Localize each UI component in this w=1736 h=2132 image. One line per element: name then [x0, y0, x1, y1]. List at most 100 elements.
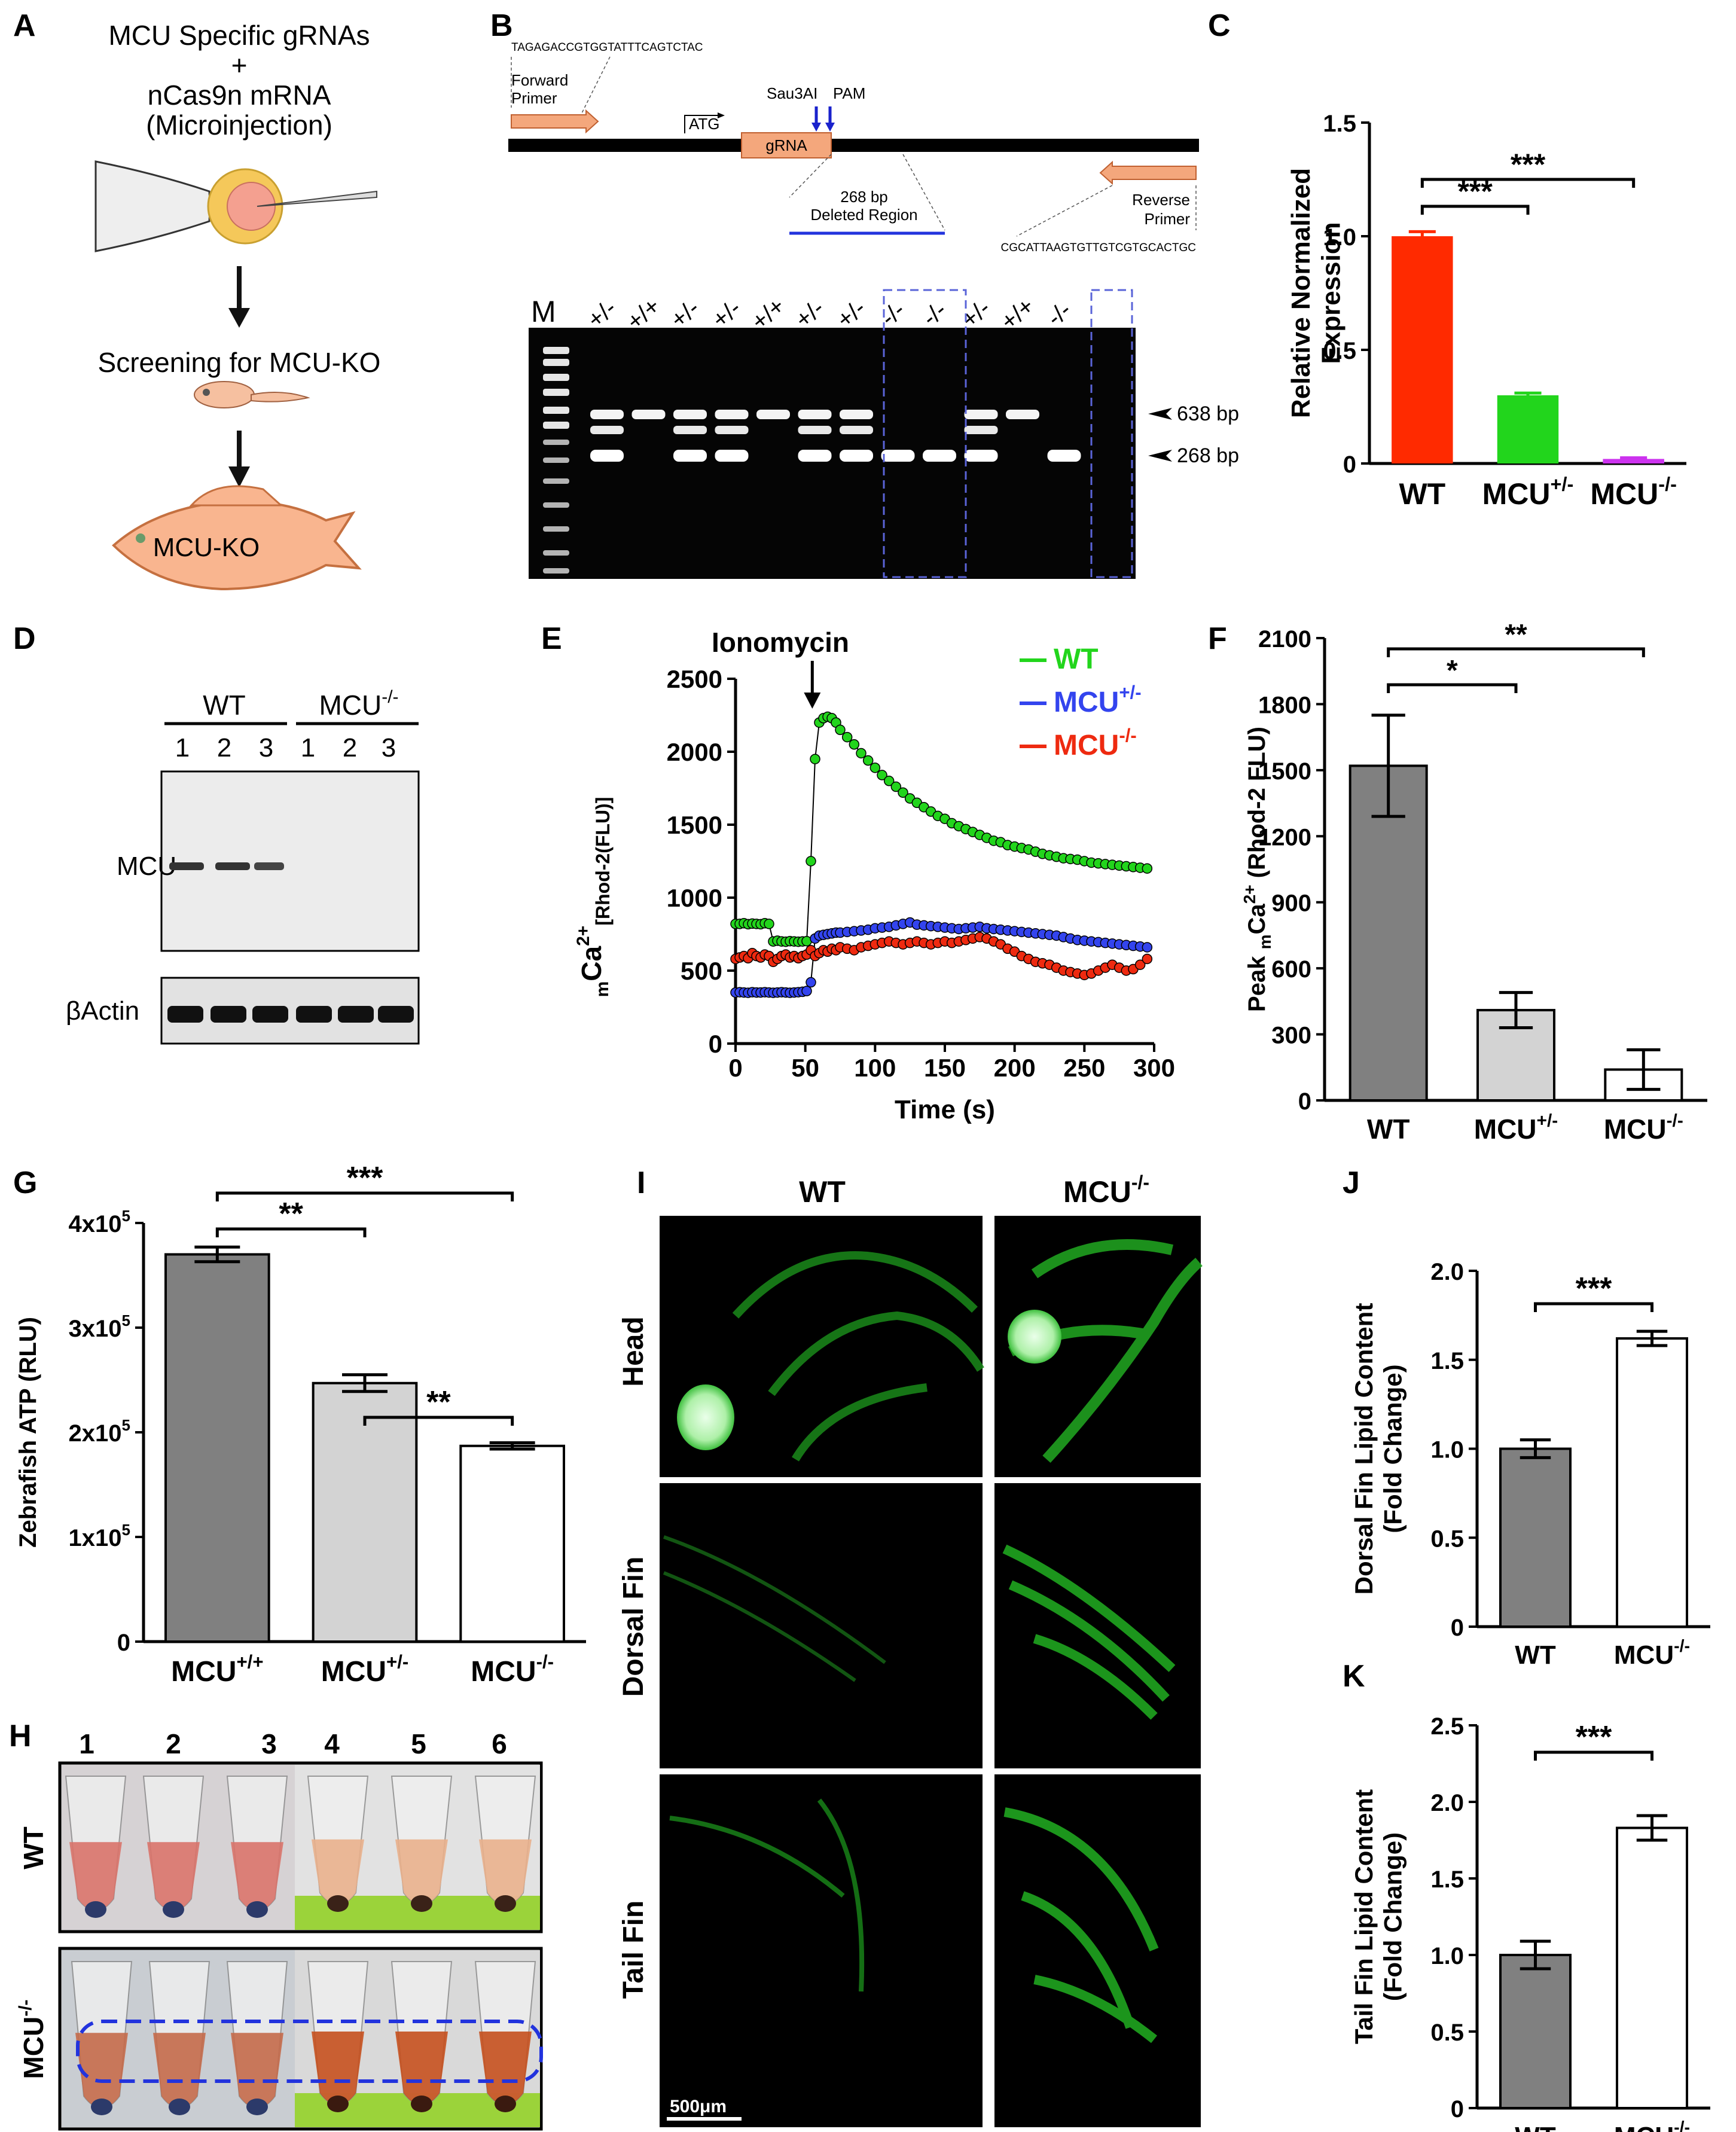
- grna-box: [741, 132, 832, 158]
- lane-number: 1: [301, 733, 315, 762]
- y-tick-label: 0: [709, 1030, 722, 1058]
- y-tick-label: 0: [1343, 452, 1356, 478]
- band-heteroduplex: [798, 426, 832, 434]
- band-heteroduplex: [964, 426, 998, 434]
- chart-k: K 0 0.5 1.0 1.5 2.0 2.5 Tail Fin Lipid Content…: [1343, 1659, 1710, 2132]
- y-tick-label: 1800: [1258, 692, 1311, 718]
- y-axis-label: (Fold Change): [1378, 1832, 1407, 2001]
- fluorescence-images: I WT MCU-/-: [618, 1166, 1203, 2129]
- panel-g: G 0 1x105 2x105 3x105 4x105 Zebrafish ATP (RL…: [0, 1142, 598, 1716]
- category-label: WT: [1515, 1640, 1556, 1670]
- panel-b: B TAGAGACCGTGGTATTTCAGTCTAC Forward Prim…: [490, 0, 1239, 598]
- y-axis-label: Peak mCa2+ (Rhod-2 FLU): [1240, 727, 1274, 1012]
- y-tick-label: 900: [1271, 890, 1311, 917]
- significance-label: *: [1447, 655, 1458, 687]
- panel-j-label: J: [1343, 1166, 1360, 1200]
- y-tick-label: 1.5: [1323, 111, 1356, 137]
- ko-lanes-highlight-2: [1090, 289, 1133, 578]
- panel-e-label: E: [541, 621, 562, 656]
- bar: [1497, 395, 1559, 463]
- col-ko-label: MCU-/-: [1063, 1172, 1149, 1209]
- tube-number: 4: [324, 1728, 340, 1759]
- y-tick-label: 0: [117, 1630, 130, 1656]
- panel-g-label: G: [13, 1166, 37, 1200]
- data-point: [1142, 863, 1153, 874]
- data-point: [877, 770, 887, 780]
- tube-liquid: [231, 2033, 283, 2108]
- panel-f-label: F: [1208, 621, 1227, 656]
- tube-pellet: [495, 2096, 516, 2112]
- larva-icon: [194, 381, 310, 408]
- group-wt-label: WT: [203, 690, 246, 721]
- group-ko-label: MCU-/-: [319, 687, 398, 721]
- y-tick-label: 1.0: [1430, 1437, 1464, 1463]
- category-label: MCU-/-: [1604, 1111, 1683, 1145]
- band-638: [840, 410, 873, 419]
- ladder-band: [543, 526, 569, 532]
- chart-title: Ionomycin: [712, 627, 849, 658]
- gel-image: [529, 328, 1136, 579]
- panel-i-label: I: [637, 1166, 645, 1200]
- y-tick-label: 1.0: [1323, 224, 1356, 251]
- tube-number: 3: [261, 1728, 277, 1759]
- bar: [1616, 1826, 1688, 2109]
- panel-i: I WT MCU-/-: [616, 1142, 1214, 2132]
- data-point: [835, 724, 846, 736]
- tube-pellet: [411, 2096, 432, 2112]
- band-heteroduplex: [715, 426, 749, 434]
- reverse-primer-arrow-icon: [1099, 160, 1197, 185]
- tube-liquid: [479, 1839, 532, 1905]
- wt-eye: [677, 1384, 734, 1450]
- gene-line: [508, 139, 1199, 152]
- significance-bracket: [215, 1227, 367, 1237]
- band-638: [631, 410, 666, 419]
- significance-bracket: [1534, 1750, 1653, 1761]
- gel-lane-label: +/-: [666, 295, 704, 333]
- plus-text: +: [231, 50, 248, 81]
- lane-number: 3: [259, 733, 273, 762]
- significance-bracket: [1387, 647, 1645, 657]
- y-axis-label: (Fold Change): [1378, 1364, 1407, 1533]
- significance-bracket: [1387, 683, 1518, 693]
- category-label: WT: [1367, 1114, 1410, 1145]
- legend-label: MCU+/-: [1054, 682, 1142, 718]
- scale-bar-label: 500μm: [670, 2097, 727, 2116]
- category-label: MCU-/-: [1614, 2118, 1690, 2132]
- tube-liquid: [153, 2033, 206, 2108]
- ladder-band: [543, 374, 569, 381]
- gel-lane-label: +/-: [582, 295, 621, 333]
- panel-c-label: C: [1208, 8, 1231, 43]
- band-268: [1047, 450, 1081, 462]
- data-point: [869, 762, 881, 773]
- panel-b-figure: B TAGAGACCGTGGTATTTCAGTCTAC Forward Prim…: [490, 8, 1239, 579]
- ko-lanes-highlight-1: [883, 289, 967, 578]
- panel-h: H 1 2 3 4 5 6 WT MCU-/-: [0, 1719, 574, 2132]
- ladder-band: [543, 502, 569, 508]
- panel-d-label: D: [13, 621, 36, 656]
- pam-label: PAM: [833, 84, 865, 102]
- forward-primer-label-2: Primer: [511, 89, 557, 107]
- tube-number: 5: [411, 1728, 426, 1759]
- deleted-label-2: Deleted Region: [810, 206, 917, 224]
- y-tick-label: 0.5: [1323, 338, 1356, 364]
- category-label: WT: [1399, 477, 1445, 511]
- row-tail-label: Tail Fin: [618, 1901, 649, 1999]
- y-tick-label: 1.5: [1430, 1866, 1464, 1893]
- tube-liquid: [231, 1842, 283, 1911]
- panel-a: A MCU Specific gRNAs + nCas9n mRNA (Micr…: [0, 0, 490, 598]
- tube-liquid: [312, 1839, 364, 1905]
- y-tick-label: 1.5: [1430, 1348, 1464, 1374]
- tube-pellet: [246, 1901, 268, 1918]
- category-label: MCU+/+: [171, 1651, 263, 1688]
- tube-number: 6: [492, 1728, 507, 1759]
- data-point: [764, 919, 774, 929]
- lane-number: 2: [343, 733, 357, 762]
- lane-number: 1: [175, 733, 190, 762]
- chart-j: J 0 0.5 1.0 1.5 2.0 Dorsal Fin Lipid Content(…: [1343, 1166, 1710, 1670]
- tube-pellet: [327, 1895, 349, 1912]
- panel-f: F 0 300 600 900 1200 1500 1800 2100 Peak mCa2+ (…: [1208, 604, 1736, 1145]
- bar: [312, 1381, 418, 1643]
- y-tick-label: 1000: [667, 884, 722, 912]
- category-label: WT: [1515, 2122, 1556, 2132]
